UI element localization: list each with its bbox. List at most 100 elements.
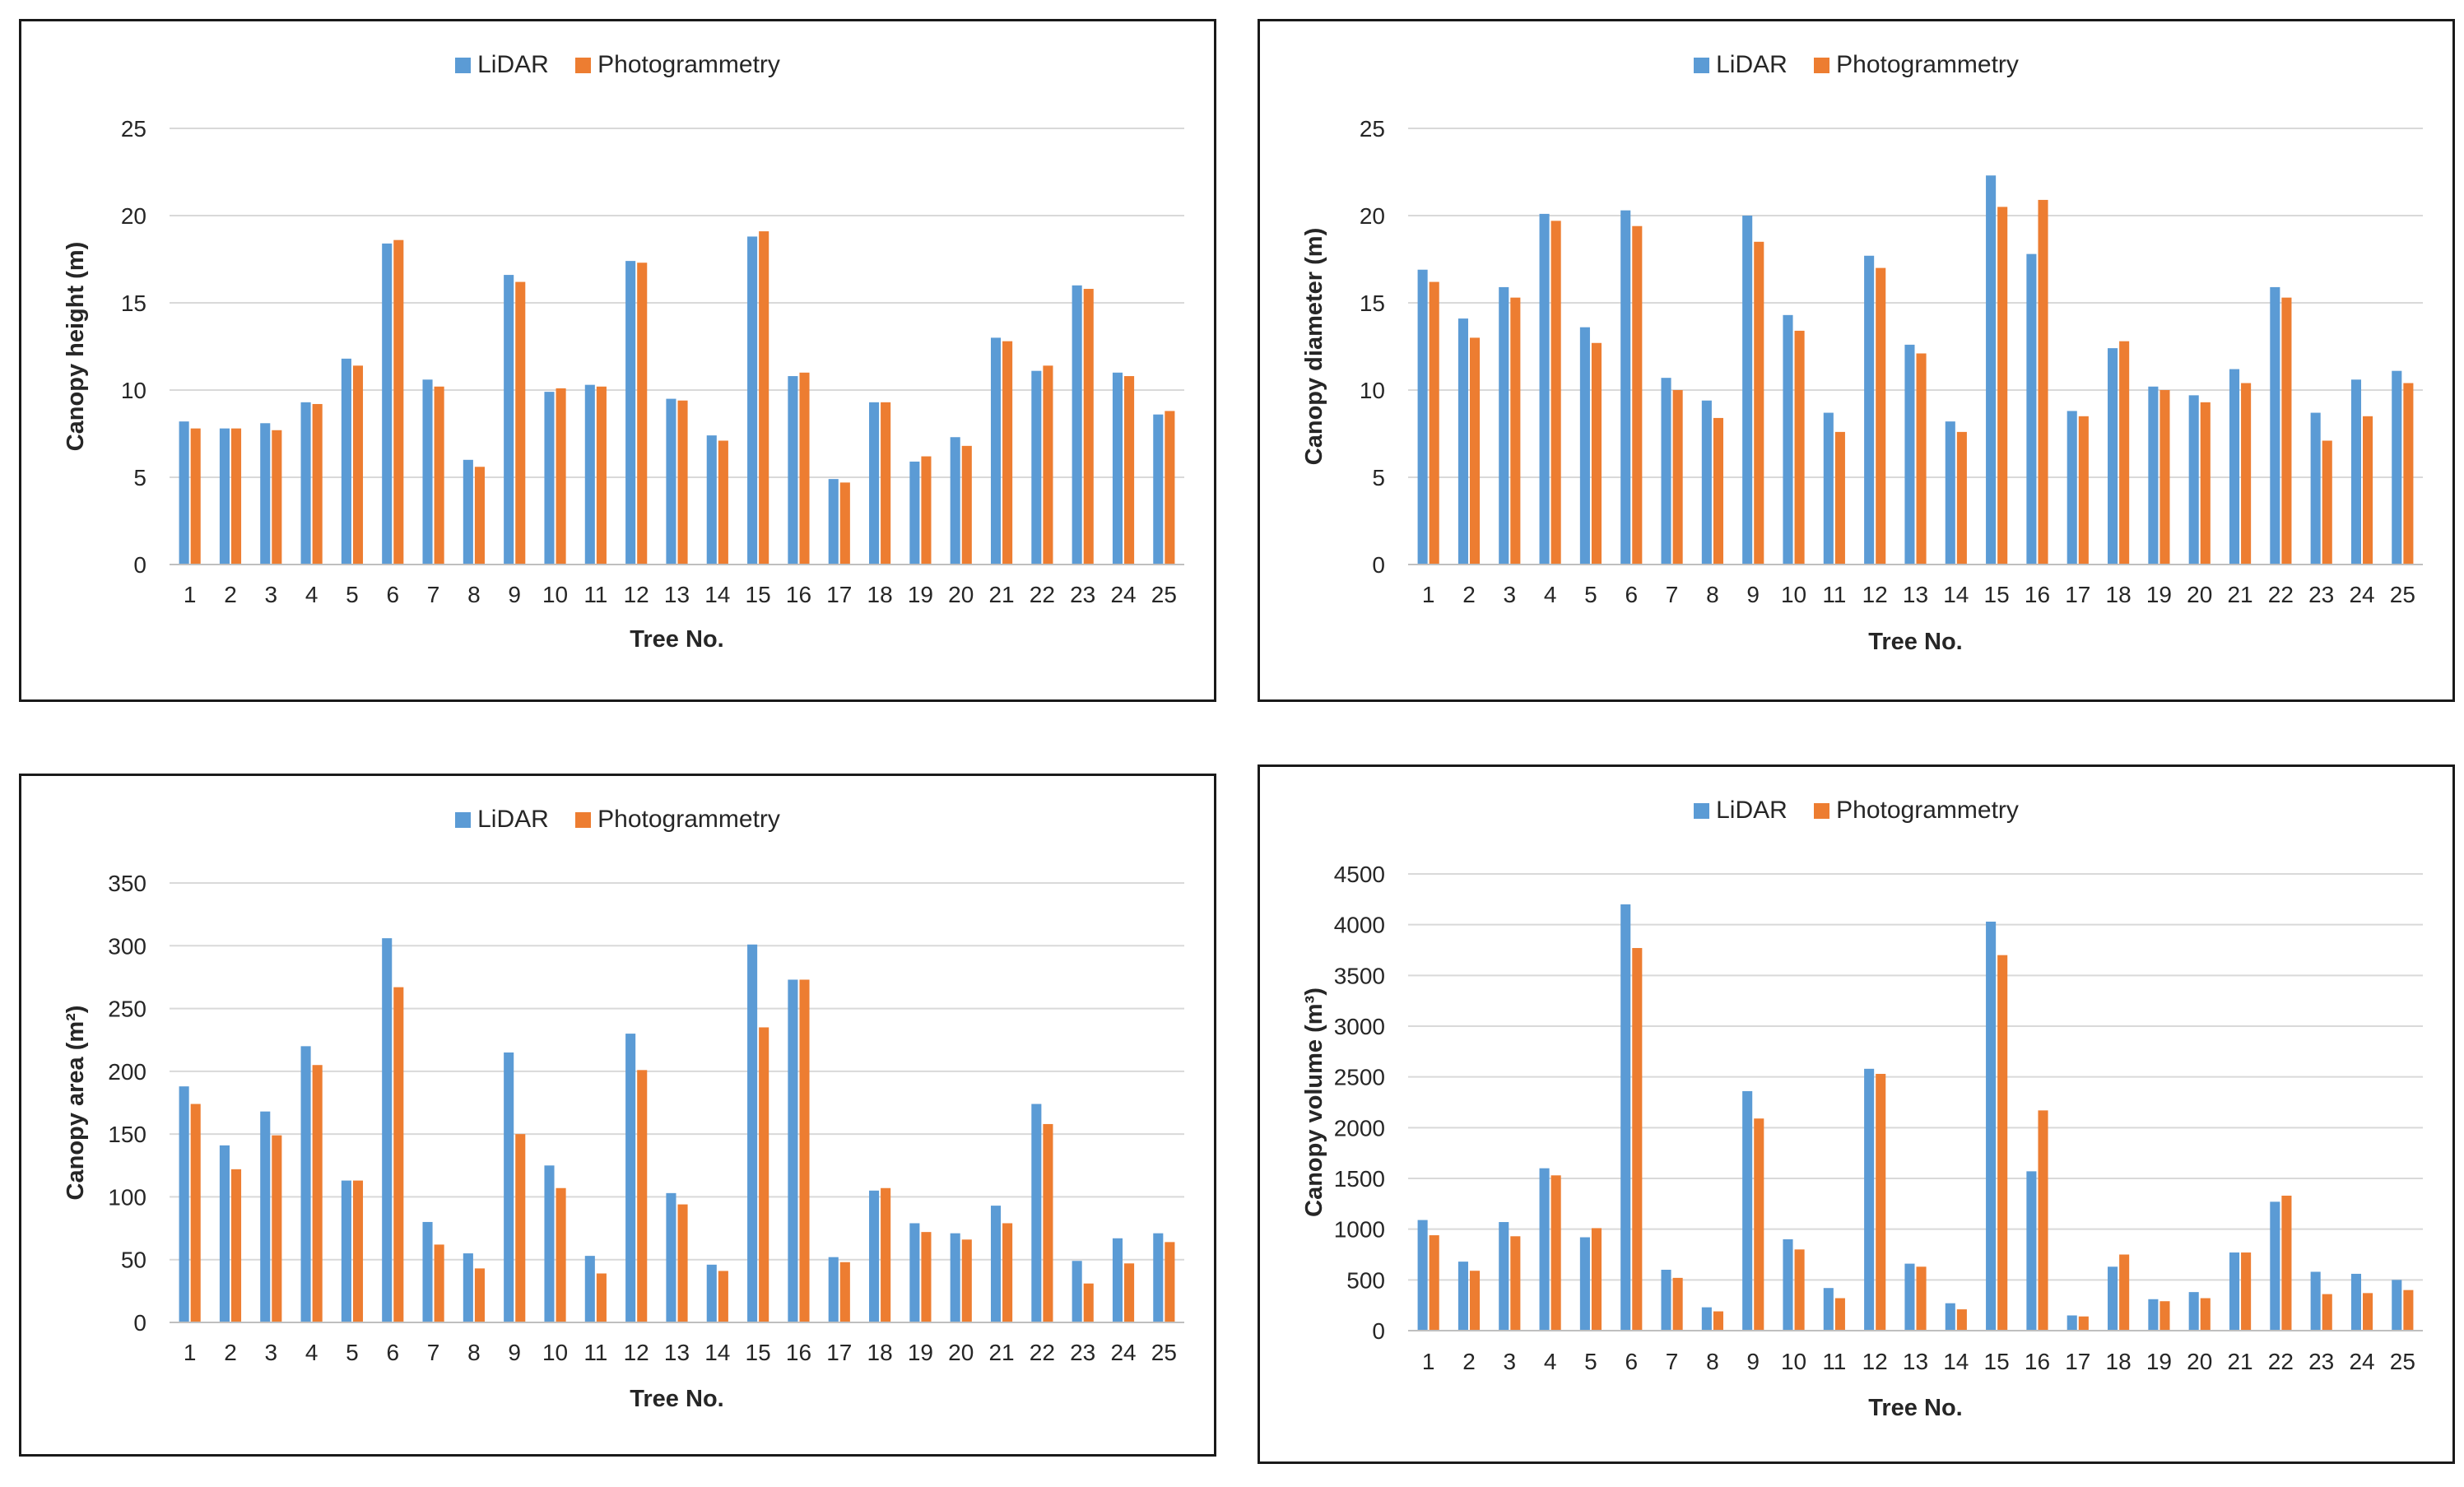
- y-tick-label: 2000: [1334, 1115, 1385, 1141]
- y-tick-label: 25: [1360, 116, 1385, 142]
- photogrammetry-bar: [1083, 1283, 1094, 1322]
- x-tick-label: 19: [908, 582, 933, 607]
- photogrammetry-bar: [434, 386, 444, 565]
- photogrammetry-bar: [1794, 1249, 1805, 1331]
- x-tick-label: 9: [1746, 1349, 1760, 1374]
- legend-item-photogrammetry: Photogrammetry: [575, 806, 780, 834]
- lidar-swatch: [455, 812, 472, 828]
- photogrammetry-bar: [1124, 376, 1135, 565]
- lidar-bar: [747, 944, 758, 1322]
- lidar-bar: [1153, 1233, 1164, 1322]
- photogrammetry-bar: [2159, 390, 2170, 565]
- photogrammetry-bar: [2241, 1252, 2252, 1331]
- chart-legend: LiDAR Photogrammetry: [21, 806, 1214, 834]
- x-tick-label: 4: [305, 582, 318, 607]
- photogrammetry-bar: [1510, 1236, 1521, 1331]
- legend-label-lidar: LiDAR: [1716, 797, 1788, 824]
- x-tick-label: 15: [746, 582, 771, 607]
- lidar-bar: [544, 1165, 555, 1322]
- photogrammetry-bar: [312, 403, 323, 565]
- x-tick-label: 23: [2308, 582, 2334, 607]
- lidar-bar: [1579, 1237, 1590, 1331]
- x-tick-label: 6: [1625, 582, 1638, 607]
- lidar-bar: [990, 337, 1002, 565]
- photogrammetry-bar: [190, 428, 201, 565]
- photogrammetry-swatch: [1814, 58, 1830, 73]
- lidar-bar: [2026, 1171, 2037, 1331]
- x-tick-label: 10: [1781, 1349, 1806, 1374]
- y-tick-label: 0: [1372, 552, 1385, 578]
- photogrammetry-bar: [1997, 207, 2008, 565]
- photogrammetry-bar: [961, 1239, 972, 1322]
- lidar-bar: [2148, 386, 2159, 565]
- photogrammetry-bar: [1713, 417, 1723, 565]
- lidar-bar: [1417, 269, 1428, 565]
- x-tick-label: 19: [2146, 1349, 2172, 1374]
- x-tick-label: 18: [2106, 582, 2132, 607]
- x-tick-label: 5: [346, 582, 359, 607]
- legend-label-photogrammetry: Photogrammetry: [597, 806, 780, 833]
- x-tick-label: 3: [265, 1340, 278, 1365]
- x-tick-label: 13: [1903, 1349, 1928, 1374]
- lidar-bar: [2270, 1201, 2280, 1331]
- lidar-bar: [1945, 421, 1955, 565]
- lidar-bar: [1620, 210, 1631, 565]
- lidar-bar: [909, 1223, 920, 1322]
- x-tick-label: 23: [2308, 1349, 2334, 1374]
- x-tick-label: 21: [2227, 1349, 2252, 1374]
- y-axis-title: Canopy height (m): [63, 242, 89, 452]
- lidar-bar: [1823, 1288, 1834, 1331]
- x-tick-label: 15: [1984, 1349, 2010, 1374]
- lidar-bar: [706, 1264, 717, 1322]
- x-tick-label: 12: [1862, 582, 1888, 607]
- legend-label-lidar: LiDAR: [477, 51, 549, 78]
- x-tick-label: 15: [746, 1340, 771, 1365]
- lidar-bar: [1112, 1238, 1123, 1322]
- x-tick-label: 16: [2025, 582, 2050, 607]
- x-tick-label: 16: [2025, 1349, 2050, 1374]
- lidar-bar: [625, 1034, 636, 1322]
- x-tick-label: 13: [664, 582, 690, 607]
- x-tick-label: 17: [2065, 582, 2090, 607]
- photogrammetry-bar: [1632, 225, 1643, 565]
- photogrammetry-bar: [1794, 330, 1805, 565]
- y-tick-label: 3500: [1334, 963, 1385, 988]
- lidar-bar: [869, 1190, 880, 1322]
- photogrammetry-bar: [230, 428, 242, 565]
- lidar-bar: [544, 392, 555, 565]
- x-tick-label: 9: [1746, 582, 1760, 607]
- photogrammetry-bar: [1165, 411, 1175, 565]
- x-tick-label: 5: [1584, 1349, 1597, 1374]
- photogrammetry-bar: [839, 1262, 850, 1322]
- lidar-bar: [747, 236, 758, 565]
- x-tick-label: 4: [1544, 1349, 1557, 1374]
- lidar-bar: [1579, 327, 1590, 565]
- photogrammetry-bar: [799, 979, 810, 1322]
- y-axis-title: Canopy volume (m³): [1301, 987, 1327, 1217]
- x-tick-label: 11: [1822, 1349, 1846, 1374]
- lidar-bar: [1499, 1222, 1509, 1331]
- x-tick-label: 7: [1666, 1349, 1679, 1374]
- y-tick-label: 5: [133, 465, 146, 490]
- x-tick-label: 24: [2349, 582, 2374, 607]
- y-tick-label: 150: [108, 1122, 146, 1147]
- photogrammetry-swatch: [575, 58, 592, 73]
- photogrammetry-bar: [1916, 1266, 1927, 1331]
- lidar-bar: [341, 358, 351, 565]
- x-tick-label: 16: [786, 1340, 811, 1365]
- x-tick-label: 1: [1422, 582, 1435, 607]
- photogrammetry-bar: [921, 456, 932, 565]
- photogrammetry-bar: [1165, 1242, 1175, 1322]
- photogrammetry-bar: [1956, 1309, 1967, 1331]
- y-tick-label: 20: [1360, 203, 1385, 229]
- lidar-swatch: [1694, 58, 1710, 73]
- photogrammetry-bar: [1834, 431, 1845, 565]
- lidar-swatch: [455, 58, 472, 73]
- x-tick-label: 12: [624, 1340, 649, 1365]
- x-tick-label: 2: [1462, 1349, 1476, 1374]
- photogrammetry-bar: [1469, 337, 1481, 565]
- lidar-bar: [1742, 216, 1753, 565]
- photogrammetry-bar: [881, 1187, 891, 1322]
